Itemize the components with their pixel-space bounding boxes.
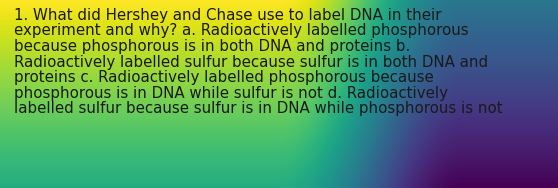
Text: 1. What did Hershey and Chase use to label DNA in their: 1. What did Hershey and Chase use to lab… bbox=[14, 8, 441, 23]
Text: Radioactively labelled sulfur because sulfur is in both DNA and: Radioactively labelled sulfur because su… bbox=[14, 55, 488, 70]
Text: proteins c. Radioactively labelled phosphorous because: proteins c. Radioactively labelled phosp… bbox=[14, 70, 434, 85]
Text: experiment and why? a. Radioactively labelled phosphorous: experiment and why? a. Radioactively lab… bbox=[14, 23, 469, 38]
Text: labelled sulfur because sulfur is in DNA while phosphorous is not: labelled sulfur because sulfur is in DNA… bbox=[14, 102, 503, 117]
Text: because phosphorous is in both DNA and proteins b.: because phosphorous is in both DNA and p… bbox=[14, 39, 410, 54]
Text: phosphorous is in DNA while sulfur is not d. Radioactively: phosphorous is in DNA while sulfur is no… bbox=[14, 86, 448, 101]
